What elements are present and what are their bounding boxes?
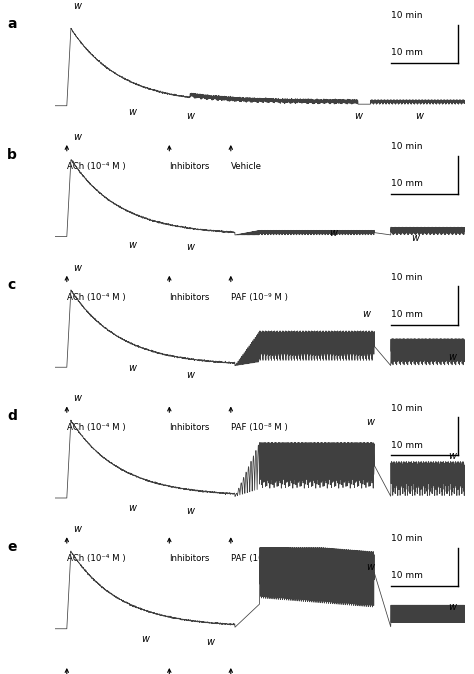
Text: w: w bbox=[186, 371, 194, 380]
Text: w: w bbox=[128, 503, 137, 514]
Text: 10 mm: 10 mm bbox=[391, 179, 423, 188]
Text: w: w bbox=[415, 111, 423, 121]
Text: w: w bbox=[128, 106, 137, 117]
Text: w: w bbox=[448, 602, 456, 612]
Text: Inhibitors: Inhibitors bbox=[169, 423, 210, 432]
Text: w: w bbox=[366, 417, 374, 427]
Text: Inhibitors: Inhibitors bbox=[169, 293, 210, 301]
Text: w: w bbox=[73, 1, 81, 11]
Text: w: w bbox=[411, 233, 419, 243]
Text: w: w bbox=[206, 636, 214, 646]
Text: a: a bbox=[7, 17, 17, 31]
Text: 10 min: 10 min bbox=[391, 273, 422, 282]
Text: w: w bbox=[141, 634, 149, 644]
Text: w: w bbox=[448, 452, 456, 461]
Text: ACh (10⁻⁴ M ): ACh (10⁻⁴ M ) bbox=[67, 162, 126, 171]
Text: w: w bbox=[448, 352, 456, 362]
Text: 10 min: 10 min bbox=[391, 404, 422, 412]
Text: w: w bbox=[128, 363, 137, 373]
Text: w: w bbox=[73, 524, 81, 534]
Text: 10 mm: 10 mm bbox=[391, 310, 423, 319]
Text: w: w bbox=[186, 242, 194, 252]
Text: 10 mm: 10 mm bbox=[391, 49, 423, 57]
Text: Vehicle: Vehicle bbox=[231, 162, 262, 171]
Text: 10 mm: 10 mm bbox=[391, 441, 423, 450]
Text: 10 mm: 10 mm bbox=[391, 572, 423, 580]
Text: w: w bbox=[366, 562, 374, 572]
Text: w: w bbox=[354, 111, 362, 121]
Text: w: w bbox=[73, 263, 81, 272]
Text: b: b bbox=[7, 148, 17, 162]
Text: 10 min: 10 min bbox=[391, 142, 422, 151]
Text: 10 min: 10 min bbox=[391, 534, 422, 543]
Text: Inhibitors: Inhibitors bbox=[169, 162, 210, 171]
Text: Inhibitors: Inhibitors bbox=[169, 554, 210, 563]
Text: w: w bbox=[186, 506, 194, 516]
Text: ACh (10⁻⁴ M ): ACh (10⁻⁴ M ) bbox=[67, 554, 126, 563]
Text: 10 min: 10 min bbox=[391, 11, 422, 20]
Text: w: w bbox=[73, 132, 81, 142]
Text: e: e bbox=[7, 540, 17, 554]
Text: PAF (10⁻⁷ M ): PAF (10⁻⁷ M ) bbox=[231, 554, 288, 563]
Text: c: c bbox=[7, 278, 15, 293]
Text: w: w bbox=[73, 394, 81, 403]
Text: PAF (10⁻⁸ M ): PAF (10⁻⁸ M ) bbox=[231, 423, 288, 432]
Text: ACh (10⁻⁴ M ): ACh (10⁻⁴ M ) bbox=[67, 423, 126, 432]
Text: PAF (10⁻⁹ M ): PAF (10⁻⁹ M ) bbox=[231, 293, 288, 301]
Text: w: w bbox=[128, 240, 137, 249]
Text: w: w bbox=[329, 228, 337, 238]
Text: w: w bbox=[362, 309, 370, 319]
Text: w: w bbox=[186, 111, 194, 121]
Text: d: d bbox=[7, 409, 17, 423]
Text: ACh (10⁻⁴ M ): ACh (10⁻⁴ M ) bbox=[67, 293, 126, 301]
